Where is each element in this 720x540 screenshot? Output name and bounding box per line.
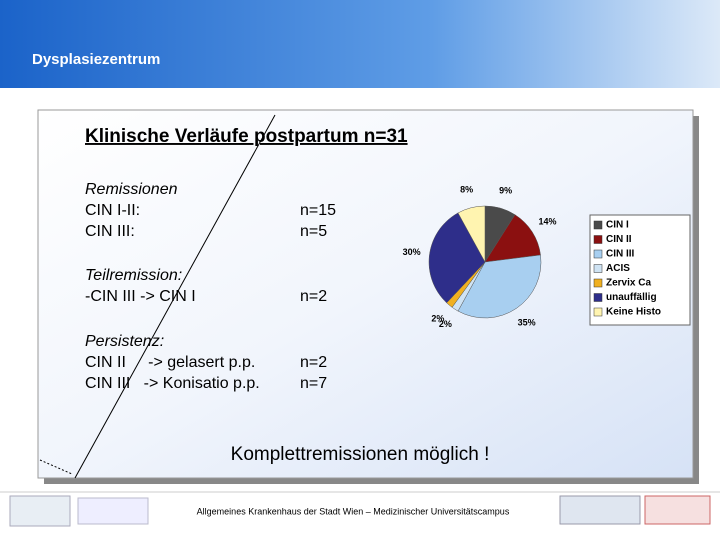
legend-label: Zervix Ca <box>606 278 651 289</box>
slice-label: 9% <box>499 185 512 195</box>
legend-swatch <box>593 249 603 259</box>
slice-label: 35% <box>518 318 536 328</box>
decor-line <box>39 459 73 475</box>
header-band <box>0 0 720 88</box>
group-title: Persistenz: <box>85 333 164 350</box>
row-label: CIN II -> gelasert p.p. <box>85 354 255 371</box>
pie-slice <box>428 212 486 304</box>
row-value: n=2 <box>300 288 327 305</box>
row-value: n=15 <box>300 202 336 219</box>
legend-swatch <box>593 235 603 244</box>
row-label: -CIN III -> CIN I <box>85 288 196 305</box>
slice-label: 2% <box>431 313 444 323</box>
legend-swatch <box>593 264 603 273</box>
legend-label: Keine Histo <box>606 307 661 318</box>
row-value: n=2 <box>300 354 327 371</box>
conclusion: Komplettremissionen möglich ! <box>231 444 490 465</box>
group-title: Teilremission: <box>85 267 182 284</box>
header-title: Dysplasiezentrum <box>32 51 160 68</box>
legend-swatch <box>593 307 603 317</box>
slice-label: 30% <box>403 247 421 257</box>
row-label: CIN III: <box>85 223 135 240</box>
legend-label: unauffällig <box>606 292 657 303</box>
legend-label: CIN II <box>606 234 632 245</box>
logo <box>77 497 149 525</box>
pie-slice <box>457 205 486 263</box>
legend-label: ACIS <box>606 263 630 274</box>
row-value: n=7 <box>300 375 327 392</box>
logo <box>644 495 711 525</box>
row-label: CIN I-II: <box>85 202 140 219</box>
row-label: CIN III -> Konisatio p.p. <box>85 375 260 392</box>
footer-text: Allgemeines Krankenhaus der Stadt Wien –… <box>197 506 510 516</box>
decor-line <box>74 114 276 479</box>
logo <box>559 495 641 525</box>
legend-swatch <box>593 278 603 288</box>
pie-slice <box>457 254 542 319</box>
logo <box>9 495 71 527</box>
group-title: Remissionen <box>85 181 178 198</box>
legend-box <box>589 214 691 326</box>
legend-swatch <box>593 293 603 302</box>
slide-heading: Klinische Verläufe postpartum n=31 <box>85 126 408 147</box>
content-box <box>37 109 694 479</box>
slice-label: 14% <box>538 217 556 227</box>
slice-label: 2% <box>439 319 452 329</box>
legend-swatch <box>593 220 603 230</box>
legend-label: CIN I <box>606 220 629 231</box>
legend-label: CIN III <box>606 249 635 260</box>
slice-label: 8% <box>460 185 473 195</box>
row-value: n=5 <box>300 223 327 240</box>
